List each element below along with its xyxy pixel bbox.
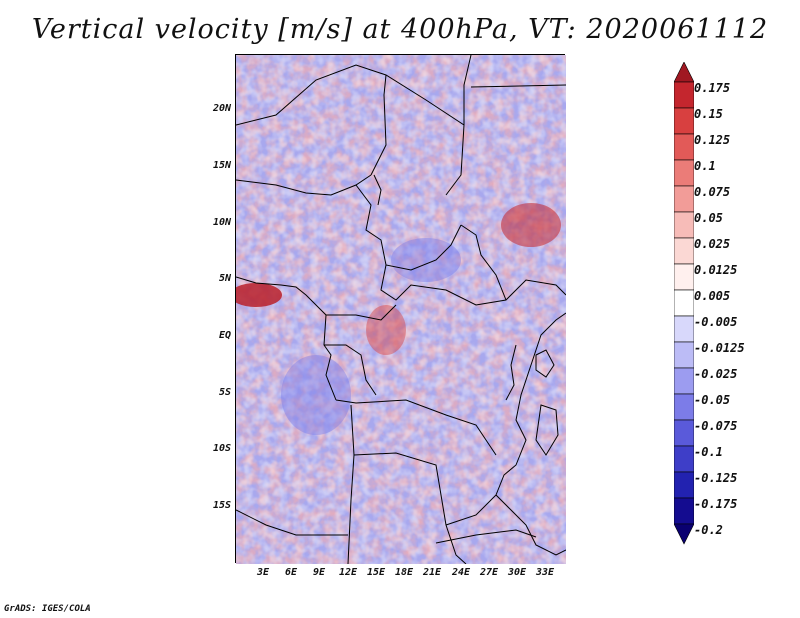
lon-label-30e: 30E <box>507 567 527 578</box>
lat-label-15n: 15N <box>212 160 231 171</box>
colorbar-label: 0.175 <box>694 81 731 95</box>
lat-label-10n: 10N <box>212 217 231 228</box>
strong-ascent-ethiopia <box>501 203 561 247</box>
colorbar-label: -0.075 <box>694 419 738 433</box>
lat-label-20n: 20N <box>212 103 231 114</box>
colorbar-segment <box>674 133 694 161</box>
colorbar-label: -0.005 <box>694 315 738 329</box>
lat-label-eq: EQ <box>218 330 231 341</box>
map-title: Vertical velocity [m/s] at 400hPa, VT: 2… <box>31 14 769 45</box>
lat-label-5n: 5N <box>218 273 231 284</box>
colorbar-segment <box>674 497 694 525</box>
colorbar-segment <box>674 185 694 213</box>
lon-label-6e: 6E <box>284 567 298 578</box>
colorbar-label: 0.025 <box>694 237 731 251</box>
colorbar-label: 0.05 <box>694 211 723 225</box>
colorbar-segment <box>674 263 694 291</box>
vertical-velocity-map <box>230 54 567 565</box>
colorbar-label: -0.1 <box>694 445 723 459</box>
colorbar-segment <box>674 367 694 395</box>
field-neutral-areas <box>236 55 566 564</box>
colorbar <box>674 62 694 545</box>
colorbar-top-triangle <box>674 62 694 83</box>
lon-label-3e: 3E <box>256 567 270 578</box>
colorbar-segment <box>674 211 694 239</box>
colorbar-segment <box>674 315 694 343</box>
lon-label-27e: 27E <box>479 567 499 578</box>
lat-label-15s: 15S <box>212 500 231 511</box>
colorbar-label: 0.1 <box>694 159 716 173</box>
country-borders <box>235 54 567 565</box>
colorbar-segment <box>674 107 694 135</box>
colorbar-label: -0.2 <box>694 523 723 537</box>
colorbar-label: 0.15 <box>694 107 723 121</box>
ascent-congo <box>366 305 406 355</box>
lon-label-24e: 24E <box>451 567 471 578</box>
lat-label-10s: 10S <box>212 443 231 454</box>
colorbar-segment <box>674 237 694 265</box>
lon-label-33e: 33E <box>535 567 555 578</box>
colorbar-segment <box>674 81 694 109</box>
grads-credit: GrADS: IGES/COLA <box>4 604 91 614</box>
lon-label-18e: 18E <box>394 567 414 578</box>
colorbar-segment <box>674 159 694 187</box>
colorbar-label: -0.05 <box>694 393 731 407</box>
colorbar-bottom-triangle <box>674 523 694 545</box>
colorbar-segment <box>674 445 694 473</box>
colorbar-label: -0.025 <box>694 367 738 381</box>
colorbar-label: -0.125 <box>694 471 738 485</box>
colorbar-segment <box>674 341 694 369</box>
colorbar-segment <box>674 419 694 447</box>
colorbar-label: -0.0125 <box>694 341 745 355</box>
colorbar-segment <box>674 471 694 499</box>
map-field-svg <box>230 54 567 565</box>
colorbar-label: 0.075 <box>694 185 731 199</box>
strong-ascent-gulf-of-guinea <box>230 283 282 307</box>
colorbar-label: 0.0125 <box>694 263 738 277</box>
lon-label-21e: 21E <box>422 567 442 578</box>
lon-label-12e: 12E <box>338 567 358 578</box>
colorbar-label: -0.175 <box>694 497 738 511</box>
lon-label-9e: 9E <box>312 567 326 578</box>
colorbar-segment <box>674 393 694 421</box>
descent-car <box>391 238 461 282</box>
colorbar-segment <box>674 289 694 317</box>
colorbar-label: 0.125 <box>694 133 731 147</box>
colorbar-label: 0.005 <box>694 289 731 303</box>
lat-label-5s: 5S <box>218 387 231 398</box>
descent-gabon <box>281 355 351 435</box>
lon-label-15e: 15E <box>366 567 386 578</box>
